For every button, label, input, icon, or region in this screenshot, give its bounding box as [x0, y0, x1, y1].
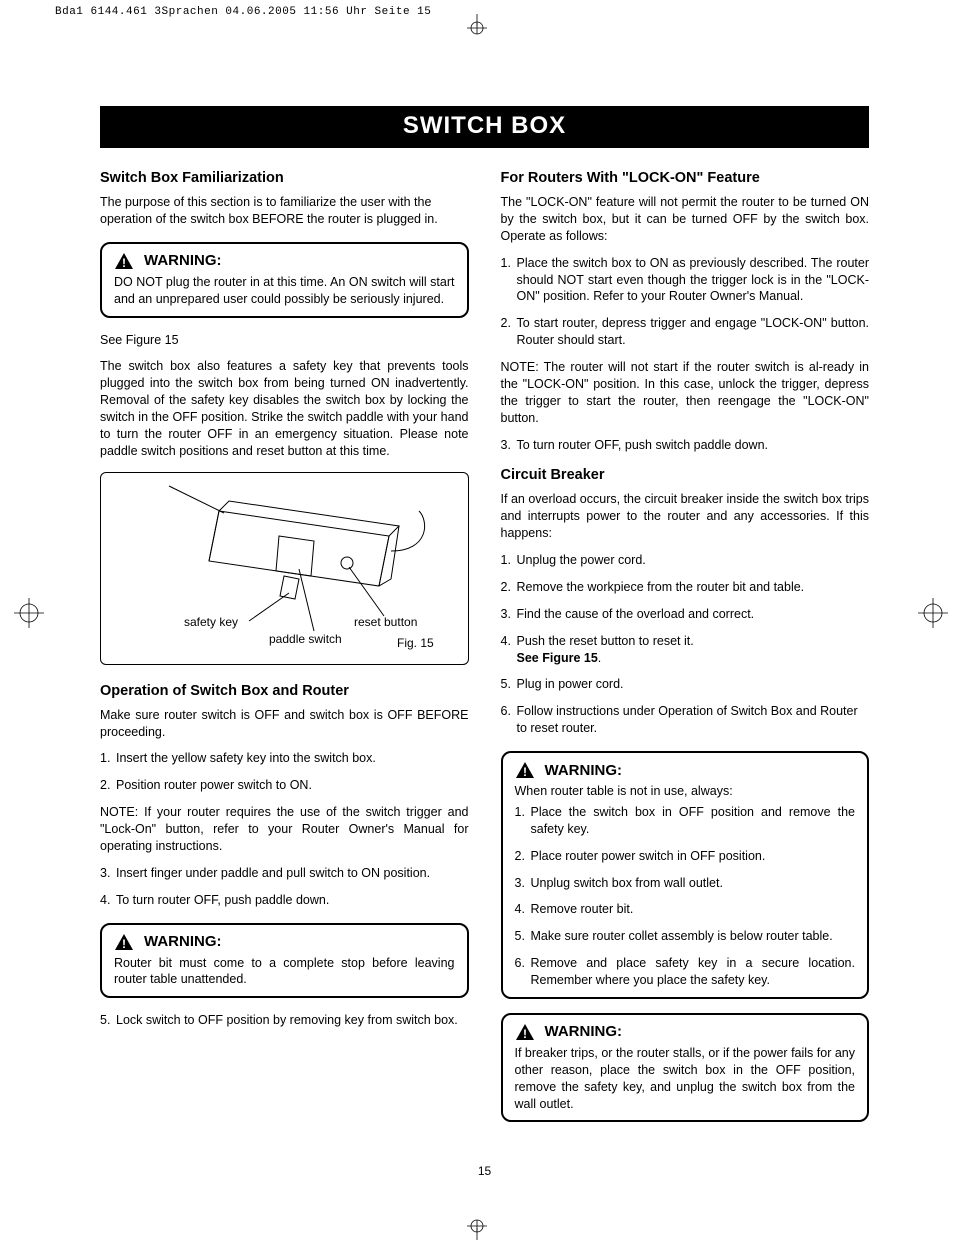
li-text: Remove the workpiece from the router bit…	[517, 579, 870, 596]
para-makesure: Make sure router switch is OFF and switc…	[100, 707, 469, 741]
crop-mark-top	[457, 14, 497, 36]
svg-text:!: !	[523, 1027, 527, 1041]
fig-label-safety: safety key	[184, 615, 238, 629]
warning-text-4: If breaker trips, or the router stalls, …	[515, 1045, 856, 1113]
warning-label: WARNING:	[545, 762, 623, 779]
li-text: To start router, depress trigger and eng…	[517, 315, 870, 349]
operation-list-2: 3.Insert finger under paddle and pull sw…	[100, 865, 469, 909]
li-text: Unplug the power cord.	[517, 552, 870, 569]
list-item: 6.Remove and place safety key in a secur…	[515, 955, 856, 989]
page-content: SWITCH BOX Switch Box Familiarization Th…	[0, 36, 954, 1208]
lockon-list-1: 1.Place the switch box to ON as previous…	[501, 255, 870, 349]
li-text: Push the reset button to reset it.	[517, 634, 694, 648]
para-intro: The purpose of this section is to famili…	[100, 194, 469, 228]
columns: Switch Box Familiarization The purpose o…	[100, 170, 869, 1136]
li-text: Remove router bit.	[531, 901, 856, 918]
li-text: Find the cause of the overload and corre…	[517, 606, 870, 623]
list-item: 4.To turn router OFF, push paddle down.	[100, 892, 469, 909]
li-text: Plug in power cord.	[517, 676, 870, 693]
li-text: Insert finger under paddle and pull swit…	[116, 865, 469, 882]
list-item: 3.Unplug switch box from wall outlet.	[515, 875, 856, 892]
svg-text:!: !	[523, 765, 527, 779]
warning3-list: 1.Place the switch box in OFF position a…	[515, 804, 856, 989]
list-item: 2.Remove the workpiece from the router b…	[501, 579, 870, 596]
li-text: Remove and place safety key in a secure …	[531, 955, 856, 989]
right-column: For Routers With "LOCK-ON" Feature The "…	[501, 170, 870, 1136]
list-item: 3.Find the cause of the overload and cor…	[501, 606, 870, 623]
warning-text-2: Router bit must come to a complete stop …	[114, 955, 455, 989]
list-item: 1.Place the switch box in OFF position a…	[515, 804, 856, 838]
list-item: 2.Place router power switch in OFF posit…	[515, 848, 856, 865]
list-item: 2.Position router power switch to ON.	[100, 777, 469, 794]
warning-text-1: DO NOT plug the router in at this time. …	[114, 274, 455, 308]
heading-operation: Operation of Switch Box and Router	[100, 683, 469, 699]
left-column: Switch Box Familiarization The purpose o…	[100, 170, 469, 1136]
list-item: 4.Push the reset button to reset it.See …	[501, 633, 870, 667]
page-number: 15	[100, 1164, 869, 1178]
warning-icon: !	[114, 933, 134, 951]
heading-breaker: Circuit Breaker	[501, 467, 870, 483]
svg-text:!: !	[122, 937, 126, 951]
list-item: 5.Plug in power cord.	[501, 676, 870, 693]
li-text: Unplug switch box from wall outlet.	[531, 875, 856, 892]
operation-list-1: 1.Insert the yellow safety key into the …	[100, 750, 469, 794]
list-item: 4.Remove router bit.	[515, 901, 856, 918]
warning-icon: !	[515, 761, 535, 779]
see-figure-bold: See Figure 15	[517, 651, 598, 665]
breaker-list: 1.Unplug the power cord. 2.Remove the wo…	[501, 552, 870, 737]
list-item: 5.Make sure router collet assembly is be…	[515, 928, 856, 945]
li-text: Place the switch box to ON as previously…	[517, 255, 870, 306]
list-item: 3.To turn router OFF, push switch paddle…	[501, 437, 870, 454]
warning-label: WARNING:	[545, 1023, 623, 1040]
li-text: Follow instructions under Operation of S…	[517, 703, 870, 737]
warning-label: WARNING:	[144, 933, 222, 950]
note-lockon: NOTE: If your router requires the use of…	[100, 804, 469, 855]
fig-caption: Fig. 15	[397, 636, 434, 650]
list-item: 6.Follow instructions under Operation of…	[501, 703, 870, 737]
warning3-intro: When router table is not in use, always:	[515, 783, 856, 800]
list-item: 1.Insert the yellow safety key into the …	[100, 750, 469, 767]
page-title-bar: SWITCH BOX	[100, 106, 869, 148]
heading-lockon: For Routers With "LOCK-ON" Feature	[501, 170, 870, 186]
fig-label-reset: reset button	[354, 615, 417, 629]
li-text: Insert the yellow safety key into the sw…	[116, 750, 469, 767]
warning-box-2: ! WARNING: Router bit must come to a com…	[100, 923, 469, 999]
para-safety-key: The switch box also features a safety ke…	[100, 358, 469, 459]
li-text: Place router power switch in OFF positio…	[531, 848, 856, 865]
lockon-list-2: 3.To turn router OFF, push switch paddle…	[501, 437, 870, 454]
para-breaker: If an overload occurs, the circuit break…	[501, 491, 870, 542]
list-item: 2.To start router, depress trigger and e…	[501, 315, 870, 349]
li-text: To turn router OFF, push paddle down.	[116, 892, 469, 909]
warning-icon: !	[114, 252, 134, 270]
list-item: 1.Unplug the power cord.	[501, 552, 870, 569]
li-text: Lock switch to OFF position by removing …	[116, 1012, 469, 1029]
li-text: Position router power switch to ON.	[116, 777, 469, 794]
list-item: 5.Lock switch to OFF position by removin…	[100, 1012, 469, 1029]
li-text: To turn router OFF, push switch paddle d…	[517, 437, 870, 454]
note-lockon2: NOTE: The router will not start if the r…	[501, 359, 870, 427]
warning-box-4: ! WARNING: If breaker trips, or the rout…	[501, 1013, 870, 1123]
li-text: Make sure router collet assembly is belo…	[531, 928, 856, 945]
list-item: 1.Place the switch box to ON as previous…	[501, 255, 870, 306]
warning-box-3: ! WARNING: When router table is not in u…	[501, 751, 870, 999]
operation-list-3: 5.Lock switch to OFF position by removin…	[100, 1012, 469, 1029]
para-lockon-intro: The "LOCK-ON" feature will not permit th…	[501, 194, 870, 245]
fig-label-paddle: paddle switch	[269, 632, 342, 646]
see-figure-15-a: See Figure 15	[100, 332, 469, 349]
figure-15-svg: safety key reset button paddle switch Fi…	[129, 481, 439, 651]
figure-15: safety key reset button paddle switch Fi…	[100, 472, 469, 665]
li-text: Place the switch box in OFF position and…	[531, 804, 856, 838]
heading-familiarization: Switch Box Familiarization	[100, 170, 469, 186]
crop-mark-bottom	[457, 1218, 497, 1240]
warning-label: WARNING:	[144, 252, 222, 269]
warning-box-1: ! WARNING: DO NOT plug the router in at …	[100, 242, 469, 318]
list-item: 3.Insert finger under paddle and pull sw…	[100, 865, 469, 882]
svg-text:!: !	[122, 256, 126, 270]
warning-icon: !	[515, 1023, 535, 1041]
